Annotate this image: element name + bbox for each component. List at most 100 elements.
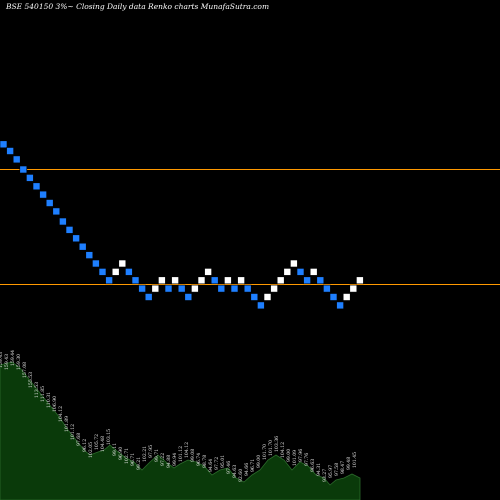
renko-brick-up	[356, 276, 364, 285]
renko-brick-down	[210, 276, 219, 285]
renko-brick-down	[250, 293, 259, 301]
volume-label: 97.72	[214, 457, 220, 470]
renko-brick-down	[303, 276, 311, 285]
renko-brick-down	[329, 293, 338, 301]
renko-brick-down	[45, 199, 54, 207]
renko-brick-up	[151, 284, 160, 293]
renko-brick-down	[0, 140, 8, 149]
volume-label: 101.12	[70, 424, 76, 440]
renko-brick-up	[171, 276, 179, 285]
reference-lines	[0, 169, 500, 285]
volume-label: 97.76	[304, 453, 310, 466]
renko-brick-up	[349, 284, 358, 293]
renko-brick-down	[316, 276, 325, 285]
renko-brick-down	[26, 174, 34, 182]
renko-brick-down	[85, 251, 94, 259]
volume-label: 96.71	[130, 453, 136, 466]
volume-label: 98.78	[202, 455, 208, 468]
renko-brick-up	[309, 268, 318, 276]
volume-label: 111.85	[40, 386, 46, 402]
volume-label: 159.43	[0, 352, 4, 368]
renko-brick-up	[263, 293, 272, 301]
renko-brick-down	[78, 242, 87, 251]
volume-label: 92.60	[238, 469, 244, 482]
renko-brick-down	[230, 284, 239, 293]
volume-label: 99.08	[190, 449, 196, 462]
volume-label: 99.00	[256, 455, 262, 468]
volume-label: 99.00	[286, 449, 292, 462]
volume-label: 98.47	[340, 461, 346, 474]
volume-label: 97.22	[160, 453, 166, 466]
renko-brick-up	[158, 276, 166, 285]
renko-brick-down	[59, 217, 67, 226]
volume-label: 94.88	[166, 455, 172, 468]
renko-brick-up	[276, 276, 285, 285]
volume-label: 96.90	[118, 447, 124, 460]
renko-brick-up	[283, 268, 292, 276]
renko-brick-down	[138, 284, 146, 293]
volume-label: 106.90	[52, 396, 58, 412]
volume-label: 105.72	[94, 434, 100, 450]
volume-label: 101.09	[292, 450, 298, 466]
renko-brick-up	[342, 293, 351, 301]
renko-brick-down	[177, 284, 186, 293]
volume-label: 101.45	[352, 452, 358, 468]
renko-brick-up	[191, 284, 199, 293]
volume-label: 96.71	[250, 459, 256, 472]
renko-brick-up	[224, 276, 232, 285]
volume-label: 159.44	[10, 350, 16, 366]
volume-label: 95.01	[220, 455, 226, 468]
renko-brick-down	[105, 276, 113, 285]
volume-label: 94.64	[208, 459, 214, 472]
volume-label: 102.71	[124, 448, 130, 464]
volume-label: 104.12	[58, 406, 64, 422]
volume-label: 96.12	[82, 439, 88, 452]
volume-label: 93.27	[322, 469, 328, 482]
renko-brick-down	[92, 259, 100, 268]
volume-label: 94.31	[316, 463, 322, 476]
renko-brick-down	[323, 284, 331, 293]
volume-label: 101.70	[268, 440, 274, 456]
renko-brick-up	[111, 268, 120, 276]
renko-brick-down	[12, 155, 21, 164]
renko-brick-down	[217, 284, 226, 293]
volume-label: 99.48	[346, 457, 352, 470]
volume-label: 101.89	[64, 416, 70, 432]
volume-label: 94.63	[232, 465, 238, 478]
volume-label: 103.15	[106, 429, 112, 445]
volume-label: 99.11	[112, 443, 118, 456]
renko-brick-down	[296, 268, 305, 276]
volume-label: 155.53	[28, 372, 34, 388]
renko-brick-up	[118, 259, 127, 268]
volume-label: 157.08	[22, 362, 28, 378]
volume-label: 99.71	[154, 449, 160, 462]
volume-label: 94.66	[244, 463, 250, 476]
volume-label: 113.53	[34, 382, 40, 398]
volume-layer: 159.43 159.43 159.44 159.30 157.08155.53113.…	[0, 350, 361, 500]
volume-label: 97.95	[148, 445, 154, 458]
volume-label: 103.36	[274, 436, 280, 452]
volume-label: 159.30	[16, 354, 22, 370]
volume-label: 96.74	[196, 453, 202, 466]
volume-label: 110.31	[46, 392, 52, 408]
renko-bricks	[0, 140, 364, 310]
volume-label: 104.12	[280, 442, 286, 458]
renko-brick-down	[125, 268, 133, 276]
volume-label: 102.21	[142, 446, 148, 462]
renko-brick-up	[270, 284, 278, 293]
volume-label: 97.58	[334, 463, 340, 476]
volume-label: 101.70	[262, 444, 268, 460]
renko-brick-down	[131, 276, 140, 285]
volume-label: 101.12	[178, 446, 184, 462]
renko-brick-down	[336, 301, 344, 310]
volume-label: 104.12	[184, 442, 190, 458]
renko-brick-up	[197, 276, 206, 285]
volume-label: 99.94	[172, 453, 178, 466]
renko-brick-down	[164, 284, 173, 293]
volume-label: 96.63	[310, 459, 316, 472]
volume-label: 99.21	[136, 457, 142, 470]
renko-brick-up	[290, 259, 298, 268]
volume-label: 159.43	[4, 354, 10, 370]
chart-title: BSE 540150 3%~ Closing Daily data Renko …	[5, 2, 269, 11]
renko-brick-down	[98, 268, 107, 276]
